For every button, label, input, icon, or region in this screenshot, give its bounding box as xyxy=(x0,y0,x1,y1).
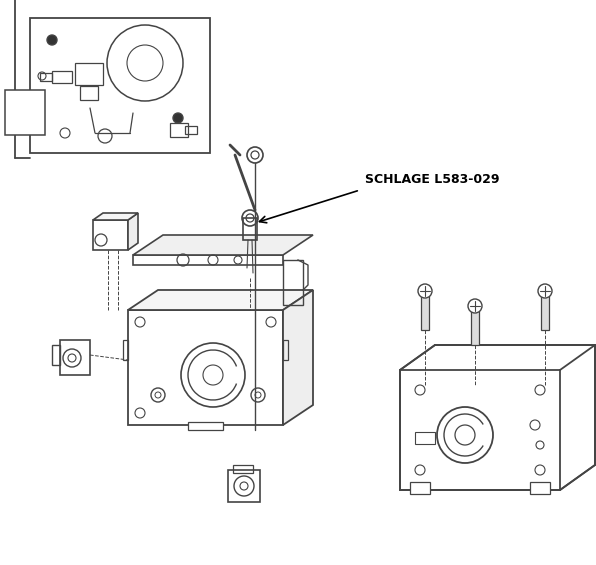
Bar xyxy=(52,345,60,365)
Bar xyxy=(60,340,90,375)
Bar xyxy=(541,295,549,330)
Polygon shape xyxy=(133,235,313,255)
Circle shape xyxy=(538,284,552,298)
Polygon shape xyxy=(128,213,138,250)
Bar xyxy=(243,218,257,240)
Bar xyxy=(421,295,429,330)
Bar xyxy=(283,340,288,360)
Polygon shape xyxy=(283,290,313,425)
Bar xyxy=(40,73,52,81)
Bar xyxy=(5,90,45,135)
Circle shape xyxy=(468,299,482,313)
Bar xyxy=(185,126,197,134)
Bar xyxy=(233,465,253,473)
Bar xyxy=(228,470,260,502)
Bar xyxy=(123,340,128,360)
Bar xyxy=(133,255,283,265)
Bar xyxy=(415,432,435,444)
Bar xyxy=(471,310,479,345)
Bar xyxy=(410,482,430,494)
Bar xyxy=(52,71,72,83)
Bar xyxy=(75,63,103,85)
Text: SCHLAGE L583-029: SCHLAGE L583-029 xyxy=(365,173,499,186)
Bar xyxy=(80,86,98,100)
Circle shape xyxy=(418,284,432,298)
Bar xyxy=(530,482,550,494)
Circle shape xyxy=(47,35,57,45)
Polygon shape xyxy=(400,345,595,490)
Bar xyxy=(170,123,188,137)
Bar xyxy=(128,310,283,425)
Circle shape xyxy=(173,113,183,123)
Bar xyxy=(30,18,210,153)
Polygon shape xyxy=(93,213,138,220)
Bar xyxy=(93,220,128,250)
Polygon shape xyxy=(128,290,313,310)
Bar xyxy=(283,260,303,305)
Bar xyxy=(188,422,223,430)
